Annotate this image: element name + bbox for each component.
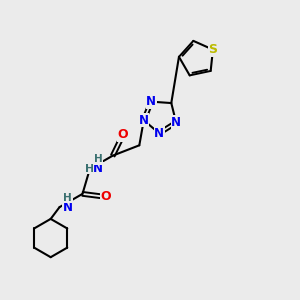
Text: O: O <box>118 128 128 141</box>
Text: N: N <box>171 116 181 129</box>
Text: S: S <box>208 43 217 56</box>
Text: N: N <box>93 162 103 176</box>
Text: H: H <box>94 154 103 164</box>
Text: N: N <box>63 201 73 214</box>
Text: O: O <box>100 190 111 203</box>
Text: N: N <box>139 114 149 127</box>
Text: H: H <box>63 193 72 203</box>
Text: N: N <box>154 127 164 140</box>
Text: H: H <box>85 164 94 174</box>
Text: N: N <box>146 95 156 108</box>
